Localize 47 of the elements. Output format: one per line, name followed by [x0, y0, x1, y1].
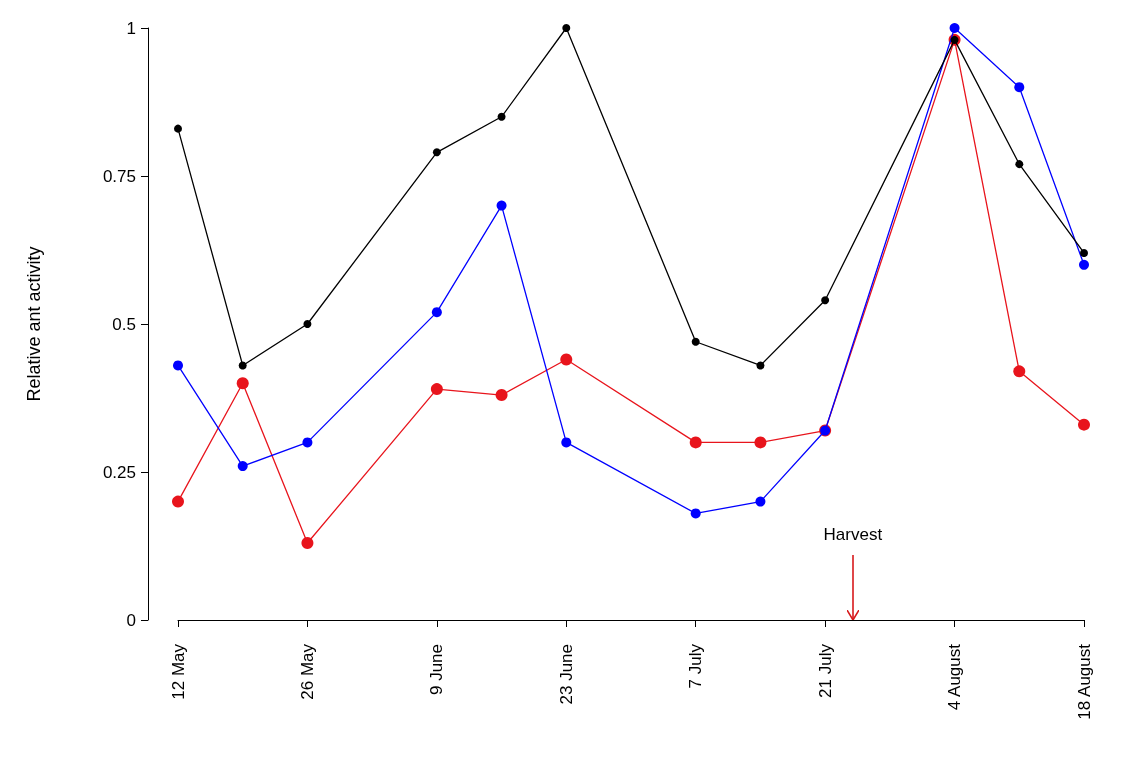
y-tick-label: 1 [126, 18, 136, 38]
point [1078, 418, 1090, 431]
point [1079, 259, 1089, 270]
point [496, 200, 507, 211]
point [430, 383, 443, 396]
y-tick-label: 0.25 [102, 462, 136, 482]
point [1014, 82, 1025, 93]
y-tick-label: 0.75 [102, 166, 136, 186]
point [689, 436, 702, 449]
x-tick-label: 21 July [815, 643, 835, 698]
point [236, 377, 249, 390]
x-tick-label: 7 July [686, 643, 706, 689]
point [495, 389, 508, 402]
point [497, 112, 506, 121]
x-tick-label: 26 May [297, 643, 317, 700]
point [561, 437, 572, 448]
point [560, 353, 573, 366]
x-tick-label: 12 May [168, 643, 188, 700]
point [173, 360, 183, 371]
point [754, 436, 767, 449]
y-tick-label: 0 [126, 610, 136, 630]
point [691, 337, 700, 346]
point [432, 148, 441, 157]
point [562, 24, 571, 32]
point [821, 296, 830, 305]
y-axis-title: Relative ant activity [24, 246, 44, 402]
point [756, 361, 765, 370]
point [301, 537, 314, 550]
point [1080, 248, 1088, 257]
x-tick-label: 4 August [945, 643, 965, 711]
point [302, 437, 313, 448]
point [303, 320, 312, 328]
ref-line-label: Harvest [823, 524, 883, 544]
point [949, 23, 960, 33]
point [172, 495, 184, 508]
x-tick-label: 23 June [556, 644, 576, 705]
x-tick-label: 9 June [427, 644, 447, 696]
point [1013, 365, 1026, 378]
x-tick-label: 18 August [1074, 643, 1094, 720]
y-tick-label: 0.5 [112, 314, 136, 334]
point [431, 307, 442, 318]
point [237, 461, 248, 472]
point [238, 361, 247, 370]
point [690, 508, 701, 519]
point [1015, 160, 1024, 169]
point [755, 496, 766, 507]
point [174, 124, 182, 133]
